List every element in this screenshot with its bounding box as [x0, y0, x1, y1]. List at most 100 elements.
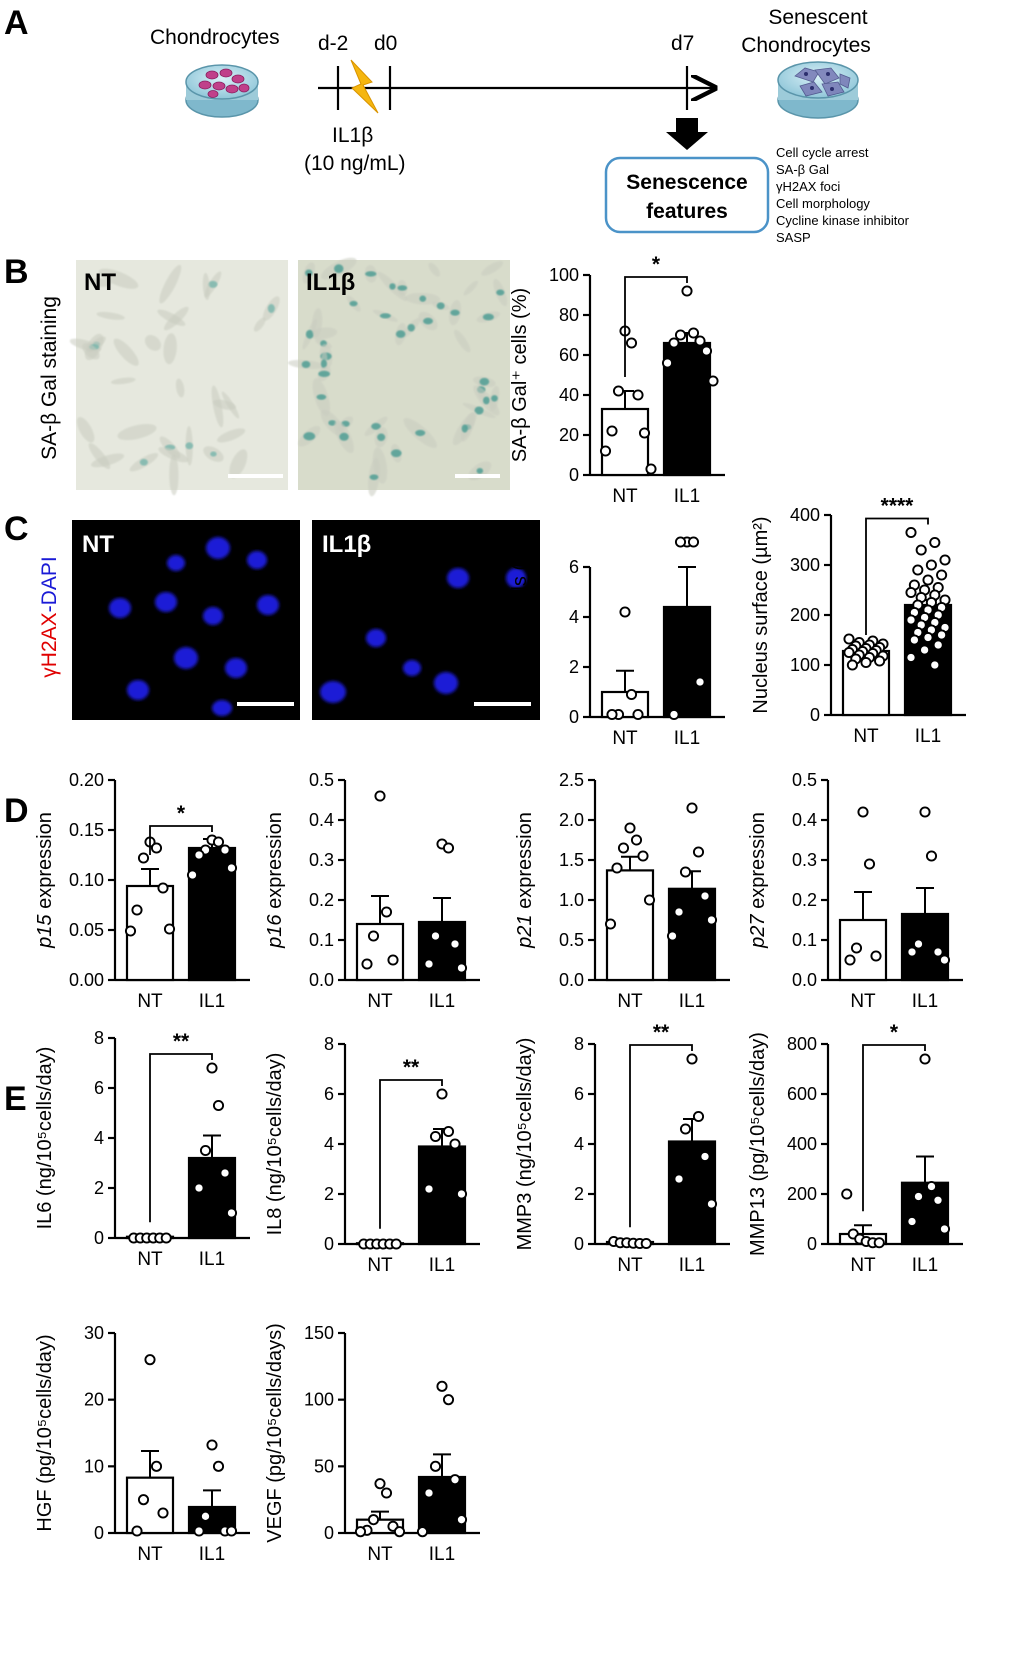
data-point	[673, 1173, 685, 1185]
data-point	[919, 806, 931, 818]
y-tick-label: 0.0	[792, 970, 817, 990]
stained-cell	[267, 304, 275, 313]
data-point	[619, 606, 631, 618]
x-tick-label: NT	[617, 1255, 643, 1276]
y-tick-label: 20	[559, 425, 579, 445]
data-point	[850, 942, 863, 954]
data-point	[863, 858, 876, 870]
image-label-il1b-c: IL1β	[322, 531, 371, 558]
senescence-box	[604, 156, 770, 234]
stained-cell	[461, 424, 468, 433]
chart-e3: 0 2 4 6 8 MMP3 (ng/10⁵cells/day) NT IL1 **	[514, 1021, 730, 1276]
y-axis-label: IL8 (ng/10⁵cells/day)	[264, 1053, 286, 1236]
nucleus	[434, 672, 458, 694]
y-tick-label: 200	[787, 1184, 817, 1204]
cell-shape	[229, 449, 248, 479]
stained-cell	[339, 432, 349, 441]
stained-cell	[415, 429, 426, 437]
stained-cell	[365, 271, 377, 277]
data-point	[611, 862, 623, 874]
x-tick-label: NT	[850, 991, 876, 1012]
nucleus	[203, 607, 223, 625]
nucleus	[127, 680, 149, 700]
nucleus	[212, 700, 232, 716]
data-point	[225, 1207, 238, 1219]
data-point	[199, 1144, 212, 1157]
data-point	[455, 962, 468, 974]
data-point	[673, 906, 685, 918]
data-point	[841, 1188, 853, 1200]
y-tick-label: 8	[324, 1034, 334, 1054]
data-point	[925, 1180, 938, 1193]
dish-chondrocytes-icon	[185, 64, 259, 118]
y-tick-label: 40	[559, 385, 579, 405]
data-point	[604, 918, 617, 930]
y-tick-label: 0	[94, 1228, 104, 1248]
y-tick-label: 0.2	[309, 890, 334, 910]
y-tick-label: 150	[304, 1323, 334, 1343]
data-point	[908, 634, 920, 646]
y-tick-label: 8	[94, 1028, 104, 1048]
y-axis-label: IL6 (ng/10⁵cells/day)	[34, 1047, 56, 1230]
stained-cell	[318, 370, 330, 377]
axis-label-rest: expression	[747, 812, 769, 914]
cell-shape	[98, 268, 139, 289]
feature-item: Cycline kinase inhibitor	[776, 213, 910, 228]
feature-item: Cell cycle arrest	[776, 145, 869, 160]
stained-cell	[316, 394, 327, 400]
data-point	[929, 659, 941, 671]
y-tick-label: 0	[569, 707, 579, 727]
nucleus	[506, 568, 526, 588]
data-point	[692, 1110, 705, 1123]
data-point	[692, 846, 705, 858]
feature-item: γH2AX foci	[776, 179, 840, 194]
data-point	[423, 958, 435, 970]
data-point	[612, 385, 625, 397]
stained-cell	[305, 269, 313, 277]
chart-d1: 0.00 0.05 0.10 0.15 0.20 p15 expression NT IL1 *	[34, 770, 250, 1012]
stained-cell	[208, 280, 218, 288]
data-point	[625, 337, 638, 349]
data-point	[212, 1099, 225, 1112]
data-point	[429, 930, 442, 942]
data-point	[912, 564, 924, 576]
y-tick-label: 30	[84, 1323, 104, 1343]
nucleus	[257, 595, 279, 615]
panel-label-b: B	[4, 253, 29, 291]
stained-cell	[407, 323, 415, 332]
data-point	[137, 1494, 150, 1506]
data-point	[843, 633, 855, 645]
data-point	[686, 1053, 698, 1065]
stained-cell	[395, 330, 406, 338]
data-point	[860, 656, 872, 669]
x-tick-label: NT	[367, 991, 393, 1012]
y-tick-label: 100	[549, 265, 579, 285]
image-label-nt-b: NT	[84, 269, 116, 296]
cell-shape	[169, 454, 179, 496]
stained-cell	[379, 313, 391, 319]
y-tick-label: 0.05	[69, 920, 104, 940]
data-point	[700, 345, 713, 357]
data-point	[449, 938, 461, 950]
tick-d0: d0	[374, 32, 397, 55]
y-tick-label: 0.3	[792, 850, 817, 870]
senescent-title-2: Chondrocytes	[741, 34, 871, 57]
data-point	[694, 335, 706, 347]
cell-shape	[202, 272, 210, 301]
x-tick-label: NT	[137, 1544, 163, 1565]
y-tick-label: 8	[574, 1034, 584, 1054]
x-tick-label: NT	[137, 991, 163, 1012]
data-point	[874, 655, 886, 667]
y-tick-label: 6	[574, 1084, 584, 1104]
data-point	[380, 1487, 393, 1499]
cell-shape	[90, 453, 125, 468]
gene-name: p16	[264, 914, 286, 949]
significance-bracket	[862, 1044, 926, 1212]
y-tick-label: 300	[790, 555, 820, 575]
micrograph-dapi-il1b	[312, 520, 540, 720]
data-point	[873, 1237, 885, 1249]
data-point	[206, 1439, 218, 1451]
significance-bracket	[149, 1053, 213, 1223]
y-tick-label: 1.0	[559, 890, 584, 910]
data-point	[846, 659, 858, 671]
